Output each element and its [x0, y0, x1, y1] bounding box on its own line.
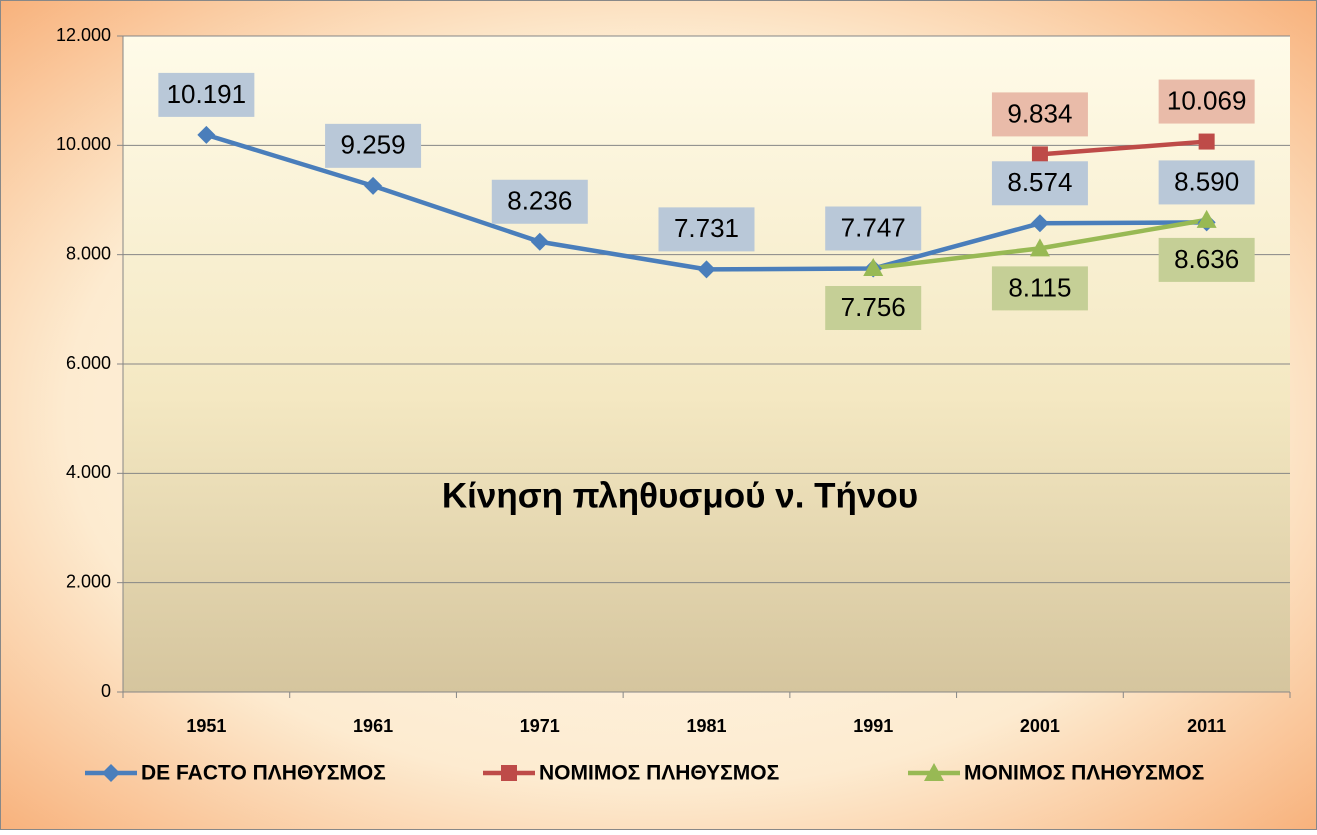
data-label-box [991, 161, 1088, 206]
data-label: 8.636 [1174, 244, 1239, 274]
data-label-box [1158, 237, 1255, 282]
marker [697, 260, 716, 279]
data-label: 8.574 [1007, 167, 1072, 197]
marker [102, 764, 120, 782]
y-tick-label: 4.000 [66, 462, 111, 482]
x-tick-label: 1961 [353, 716, 393, 736]
data-label: 8.590 [1174, 166, 1239, 196]
y-tick-label: 0 [101, 681, 111, 701]
data-label: 10.069 [1167, 85, 1247, 115]
x-tick-label: 1971 [520, 716, 560, 736]
y-tick-label: 10.000 [56, 134, 111, 154]
x-tick-label: 2001 [1020, 716, 1060, 736]
x-tick-label: 1981 [686, 716, 726, 736]
data-label-box [991, 266, 1088, 311]
data-label: 7.747 [841, 212, 906, 242]
x-tick-label: 1991 [853, 716, 893, 736]
y-tick-label: 6.000 [66, 353, 111, 373]
data-label: 9.259 [341, 130, 406, 160]
data-label: 9.834 [1007, 98, 1072, 128]
y-tick-label: 2.000 [66, 571, 111, 591]
marker [1198, 133, 1215, 150]
grid [123, 35, 1290, 584]
legend-label: DE FACTO ΠΛΗΘΥΣΜΟΣ [141, 762, 386, 785]
data-label: 8.236 [507, 186, 572, 216]
marker [1030, 214, 1049, 233]
data-label-box [658, 207, 755, 252]
data-label-box [491, 179, 588, 224]
data-label: 7.756 [841, 292, 906, 322]
marker [1031, 146, 1048, 163]
marker [1196, 209, 1217, 228]
data-label: 8.115 [1008, 272, 1071, 302]
marker [1029, 238, 1050, 257]
data-label-box [158, 72, 255, 117]
series-line [1039, 139, 1207, 157]
data-label-box [825, 206, 922, 251]
x-tick-label: 2011 [1187, 716, 1226, 736]
y-tick-label: 8.000 [66, 243, 111, 263]
marker [530, 232, 549, 251]
data-label-box [1158, 160, 1255, 205]
data-label-box [991, 92, 1088, 137]
marker [863, 258, 884, 277]
marker [364, 176, 383, 195]
legend-label: ΜΟΝΙΜΟΣ ΠΛΗΘΥΣΜΟΣ [964, 762, 1204, 785]
data-label-box [825, 286, 922, 331]
chart-title: Κίνηση πληθυσμού ν. Τήνου [442, 476, 918, 515]
data-label-box [325, 123, 422, 168]
y-tick-label: 12.000 [56, 25, 111, 45]
marker [924, 763, 944, 781]
data-label: 7.731 [674, 213, 739, 243]
data-label-box [1158, 79, 1255, 124]
x-tick-label: 1951 [186, 716, 226, 736]
data-label: 10.191 [167, 79, 247, 109]
marker [501, 765, 517, 781]
marker [197, 125, 216, 144]
legend-label: ΝΟΜΙΜΟΣ ΠΛΗΘΥΣΜΟΣ [539, 762, 779, 785]
